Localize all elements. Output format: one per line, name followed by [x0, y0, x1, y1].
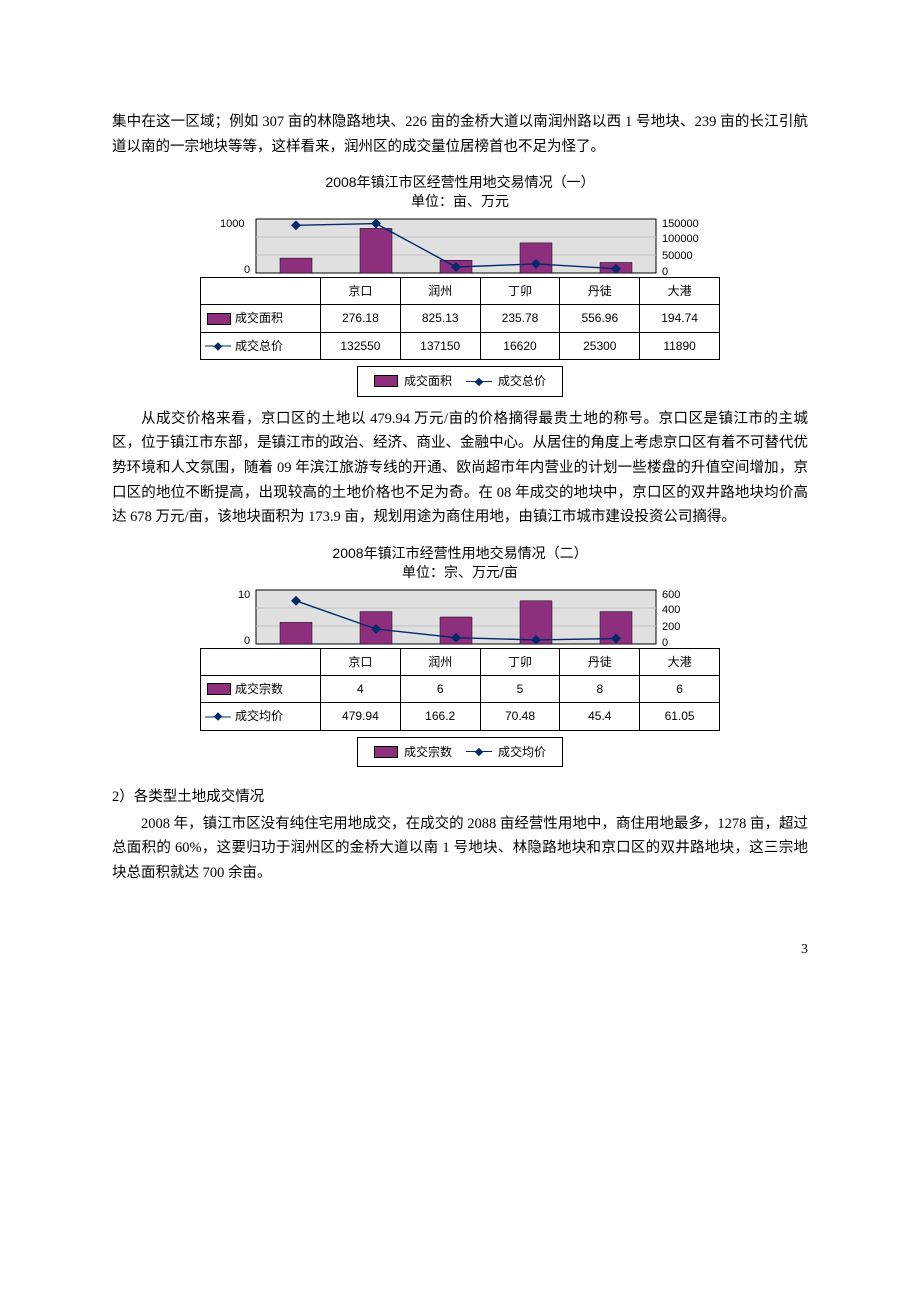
row-head-label: 成交总价 [235, 339, 283, 353]
chart-1-y2tick: 0 [662, 263, 668, 282]
data-cell: 479.94 [321, 703, 401, 730]
data-cell: 25300 [560, 332, 640, 359]
paragraph-1: 集中在这一区域；例如 307 亩的林隐路地块、226 亩的金桥大道以南润州路以西… [112, 110, 808, 159]
data-cell: 45.4 [560, 703, 640, 730]
table-row: 成交面积 276.18 825.13 235.78 556.96 194.74 [201, 305, 720, 332]
data-cell: 6 [400, 676, 480, 703]
chart-1-title-line2: 单位：亩、万元 [411, 193, 509, 209]
line-swatch-icon [466, 751, 492, 752]
paragraph-2: 从成交价格来看，京口区的土地以 479.94 万元/亩的价格摘得最贵土地的称号。… [112, 407, 808, 530]
chart-1-title-line1: 2008年镇江市区经营性用地交易情况（一） [325, 174, 594, 190]
data-cell: 166.2 [400, 703, 480, 730]
data-cell: 4 [321, 676, 401, 703]
data-cell: 11890 [640, 332, 720, 359]
row-head-label: 成交宗数 [235, 682, 283, 696]
data-cell: 276.18 [321, 305, 401, 332]
chart-1-ytick: 0 [244, 261, 250, 280]
line-swatch-icon [466, 381, 492, 382]
chart-1-legend: 成交面积 成交总价 [357, 366, 563, 396]
legend-item-line: 成交总价 [466, 371, 546, 391]
row-head-label: 成交均价 [235, 709, 283, 723]
category-cell: 润州 [400, 278, 480, 305]
legend-label: 成交均价 [498, 742, 546, 762]
legend-item-line: 成交均价 [466, 742, 546, 762]
chart-2-title: 2008年镇江市经营性用地交易情况（二） 单位：宗、万元/亩 [200, 544, 720, 582]
chart-1-y2tick: 100000 [662, 230, 699, 249]
chart-1-plot: 1000 0 150000 100000 50000 0 [200, 217, 720, 277]
chart-1: 2008年镇江市区经营性用地交易情况（一） 单位：亩、万元 1000 0 150… [200, 173, 720, 396]
chart-2-title-line2: 单位：宗、万元/亩 [402, 564, 518, 580]
line-swatch-icon [205, 716, 231, 717]
data-cell: 132550 [321, 332, 401, 359]
bar-swatch-icon [374, 375, 398, 387]
chart-2: 2008年镇江市经营性用地交易情况（二） 单位：宗、万元/亩 10 0 600 … [200, 544, 720, 767]
category-cell: 润州 [400, 648, 480, 675]
data-cell: 8 [560, 676, 640, 703]
data-cell: 825.13 [400, 305, 480, 332]
table-row: 成交总价 132550 137150 16620 25300 11890 [201, 332, 720, 359]
line-swatch-icon [205, 346, 231, 347]
chart-2-ytick: 10 [238, 586, 250, 605]
chart-2-svg [200, 588, 720, 648]
chart-1-ytick: 1000 [220, 215, 244, 234]
chart-2-ytick: 0 [244, 632, 250, 651]
chart-2-plot: 10 0 600 400 200 0 [200, 588, 720, 648]
chart-2-title-line1: 2008年镇江市经营性用地交易情况（二） [332, 545, 587, 561]
chart-1-title: 2008年镇江市区经营性用地交易情况（一） 单位：亩、万元 [200, 173, 720, 211]
data-cell: 556.96 [560, 305, 640, 332]
data-cell: 6 [640, 676, 720, 703]
bar-swatch-icon [374, 746, 398, 758]
category-cell: 大港 [640, 278, 720, 305]
chart-1-svg [200, 217, 720, 277]
page-number: 3 [0, 894, 920, 958]
data-cell: 137150 [400, 332, 480, 359]
category-cell: 丁卯 [480, 648, 560, 675]
table-corner [201, 648, 321, 675]
chart-1-category-row: 京口 润州 丁卯 丹徒 大港 [201, 278, 720, 305]
legend-item-bar: 成交面积 [374, 371, 452, 391]
paragraph-3: 2008 年，镇江市区没有纯住宅用地成交，在成交的 2088 亩经营性用地中，商… [112, 812, 808, 886]
data-cell: 61.05 [640, 703, 720, 730]
chart-2-y2tick: 0 [662, 634, 668, 653]
legend-label: 成交宗数 [404, 742, 452, 762]
row-head-line: 成交总价 [201, 332, 321, 359]
data-cell: 235.78 [480, 305, 560, 332]
data-cell: 5 [480, 676, 560, 703]
chart-1-table: 京口 润州 丁卯 丹徒 大港 成交面积 276.18 825.13 235.78… [200, 277, 720, 360]
bar-swatch-icon [207, 313, 231, 325]
chart-2-table: 京口 润州 丁卯 丹徒 大港 成交宗数 4 6 5 8 6 成 [200, 648, 720, 731]
category-cell: 京口 [321, 278, 401, 305]
legend-item-bar: 成交宗数 [374, 742, 452, 762]
category-cell: 丹徒 [560, 278, 640, 305]
data-cell: 70.48 [480, 703, 560, 730]
category-cell: 丹徒 [560, 648, 640, 675]
section-heading: 2）各类型土地成交情况 [112, 785, 808, 810]
bar-swatch-icon [207, 683, 231, 695]
legend-label: 成交总价 [498, 371, 546, 391]
chart-2-y2tick: 400 [662, 601, 680, 620]
data-cell: 194.74 [640, 305, 720, 332]
chart-2-legend: 成交宗数 成交均价 [357, 737, 563, 767]
data-cell: 16620 [480, 332, 560, 359]
table-corner [201, 278, 321, 305]
category-cell: 京口 [321, 648, 401, 675]
legend-label: 成交面积 [404, 371, 452, 391]
row-head-bar: 成交面积 [201, 305, 321, 332]
category-cell: 大港 [640, 648, 720, 675]
table-row: 成交宗数 4 6 5 8 6 [201, 676, 720, 703]
category-cell: 丁卯 [480, 278, 560, 305]
row-head-label: 成交面积 [235, 311, 283, 325]
chart-2-category-row: 京口 润州 丁卯 丹徒 大港 [201, 648, 720, 675]
table-row: 成交均价 479.94 166.2 70.48 45.4 61.05 [201, 703, 720, 730]
row-head-line: 成交均价 [201, 703, 321, 730]
document-page: 集中在这一区域；例如 307 亩的林隐路地块、226 亩的金桥大道以南润州路以西… [0, 0, 920, 886]
row-head-bar: 成交宗数 [201, 676, 321, 703]
